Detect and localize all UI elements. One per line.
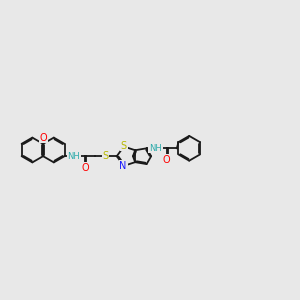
Text: S: S <box>103 151 109 161</box>
Text: O: O <box>163 155 170 165</box>
Text: S: S <box>121 141 127 151</box>
Text: NH: NH <box>149 144 162 153</box>
Text: N: N <box>119 161 127 171</box>
Text: O: O <box>39 133 47 142</box>
Text: O: O <box>81 163 89 172</box>
Text: NH: NH <box>68 152 80 161</box>
